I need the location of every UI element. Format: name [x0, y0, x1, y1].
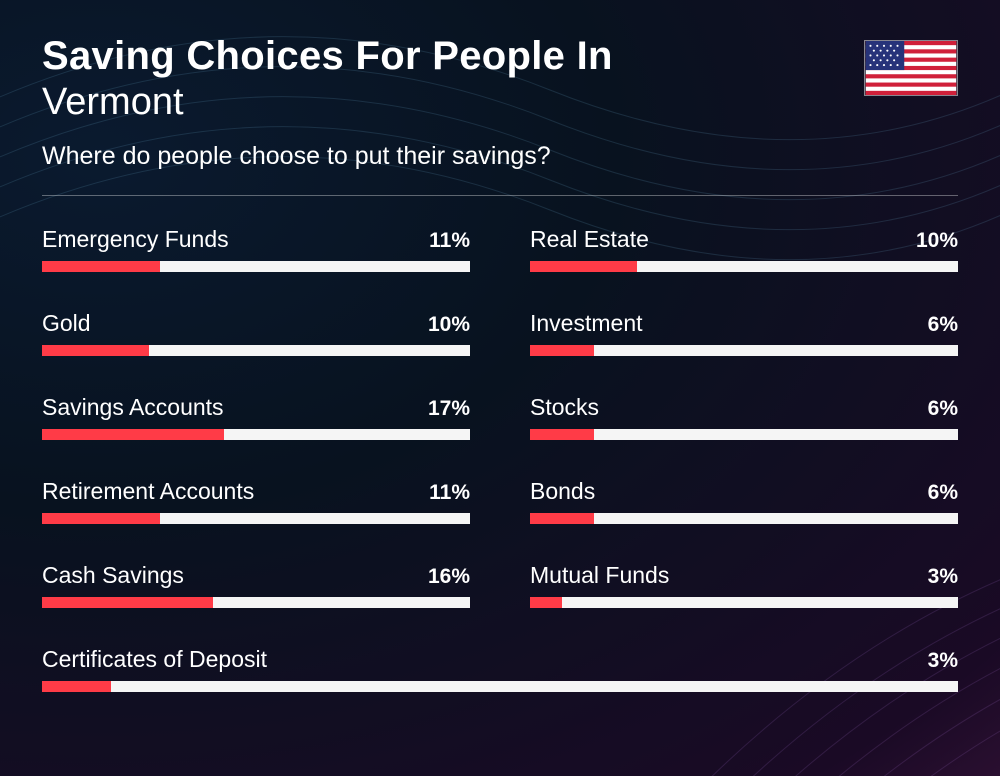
bar-fill: [530, 345, 594, 356]
usa-flag-icon: [864, 40, 958, 96]
bar-label: Bonds: [530, 478, 595, 505]
bar-label: Cash Savings: [42, 562, 184, 589]
bar-item: Mutual Funds 3%: [530, 562, 958, 608]
bar-track: [530, 513, 958, 524]
title-line-2: Vermont: [42, 81, 864, 124]
bar-item: Savings Accounts 17%: [42, 394, 470, 440]
bar-item-full: Certificates of Deposit 3%: [42, 646, 958, 692]
right-column: Real Estate 10% Investment 6% Stocks 6% Bonds 6…: [530, 226, 958, 608]
bar-fill: [530, 597, 562, 608]
bar-track: [42, 429, 470, 440]
bar-item: Cash Savings 16%: [42, 562, 470, 608]
bar-value: 11%: [429, 229, 470, 253]
bar-fill: [42, 345, 149, 356]
bar-value: 10%: [916, 229, 958, 253]
bar-item: Bonds 6%: [530, 478, 958, 524]
bar-value: 10%: [428, 313, 470, 337]
bar-item: Stocks 6%: [530, 394, 958, 440]
bar-item: Gold 10%: [42, 310, 470, 356]
bar-track: [530, 429, 958, 440]
bar-value: 6%: [928, 397, 958, 421]
bar-label: Retirement Accounts: [42, 478, 254, 505]
bar-item: Investment 6%: [530, 310, 958, 356]
title-block: Saving Choices For People In Vermont: [42, 34, 864, 124]
bar-item: Emergency Funds 11%: [42, 226, 470, 272]
bar-track: [42, 513, 470, 524]
bar-track: [42, 261, 470, 272]
bar-track: [42, 597, 470, 608]
bar-fill: [42, 513, 160, 524]
header-divider: [42, 195, 958, 196]
bar-value: 3%: [928, 565, 958, 589]
bar-label: Gold: [42, 310, 91, 337]
bar-label: Savings Accounts: [42, 394, 224, 421]
bar-item: Real Estate 10%: [530, 226, 958, 272]
bar-value: 11%: [429, 481, 470, 505]
bar-fill: [530, 429, 594, 440]
bar-label: Stocks: [530, 394, 599, 421]
bar-fill: [42, 681, 111, 692]
bar-fill: [42, 429, 224, 440]
bar-label: Mutual Funds: [530, 562, 669, 589]
bar-item: Retirement Accounts 11%: [42, 478, 470, 524]
bar-fill: [530, 513, 594, 524]
bar-track: [42, 345, 470, 356]
bar-track: [530, 597, 958, 608]
bar-fill: [42, 261, 160, 272]
left-column: Emergency Funds 11% Gold 10% Savings Account…: [42, 226, 470, 608]
bar-track: [530, 261, 958, 272]
bar-label: Real Estate: [530, 226, 649, 253]
bar-label: Investment: [530, 310, 643, 337]
bar-value: 6%: [928, 313, 958, 337]
bar-value: 3%: [928, 649, 958, 673]
title-line-1: Saving Choices For People In: [42, 34, 864, 79]
bar-value: 6%: [928, 481, 958, 505]
bar-label: Emergency Funds: [42, 226, 229, 253]
bar-value: 16%: [428, 565, 470, 589]
bar-fill: [530, 261, 637, 272]
bar-value: 17%: [428, 397, 470, 421]
bar-track: [42, 681, 958, 692]
chart-columns: Emergency Funds 11% Gold 10% Savings Account…: [42, 226, 958, 608]
subtitle: Where do people choose to put their savi…: [42, 142, 958, 171]
bar-fill: [42, 597, 213, 608]
bar-label: Certificates of Deposit: [42, 646, 267, 673]
bar-track: [530, 345, 958, 356]
